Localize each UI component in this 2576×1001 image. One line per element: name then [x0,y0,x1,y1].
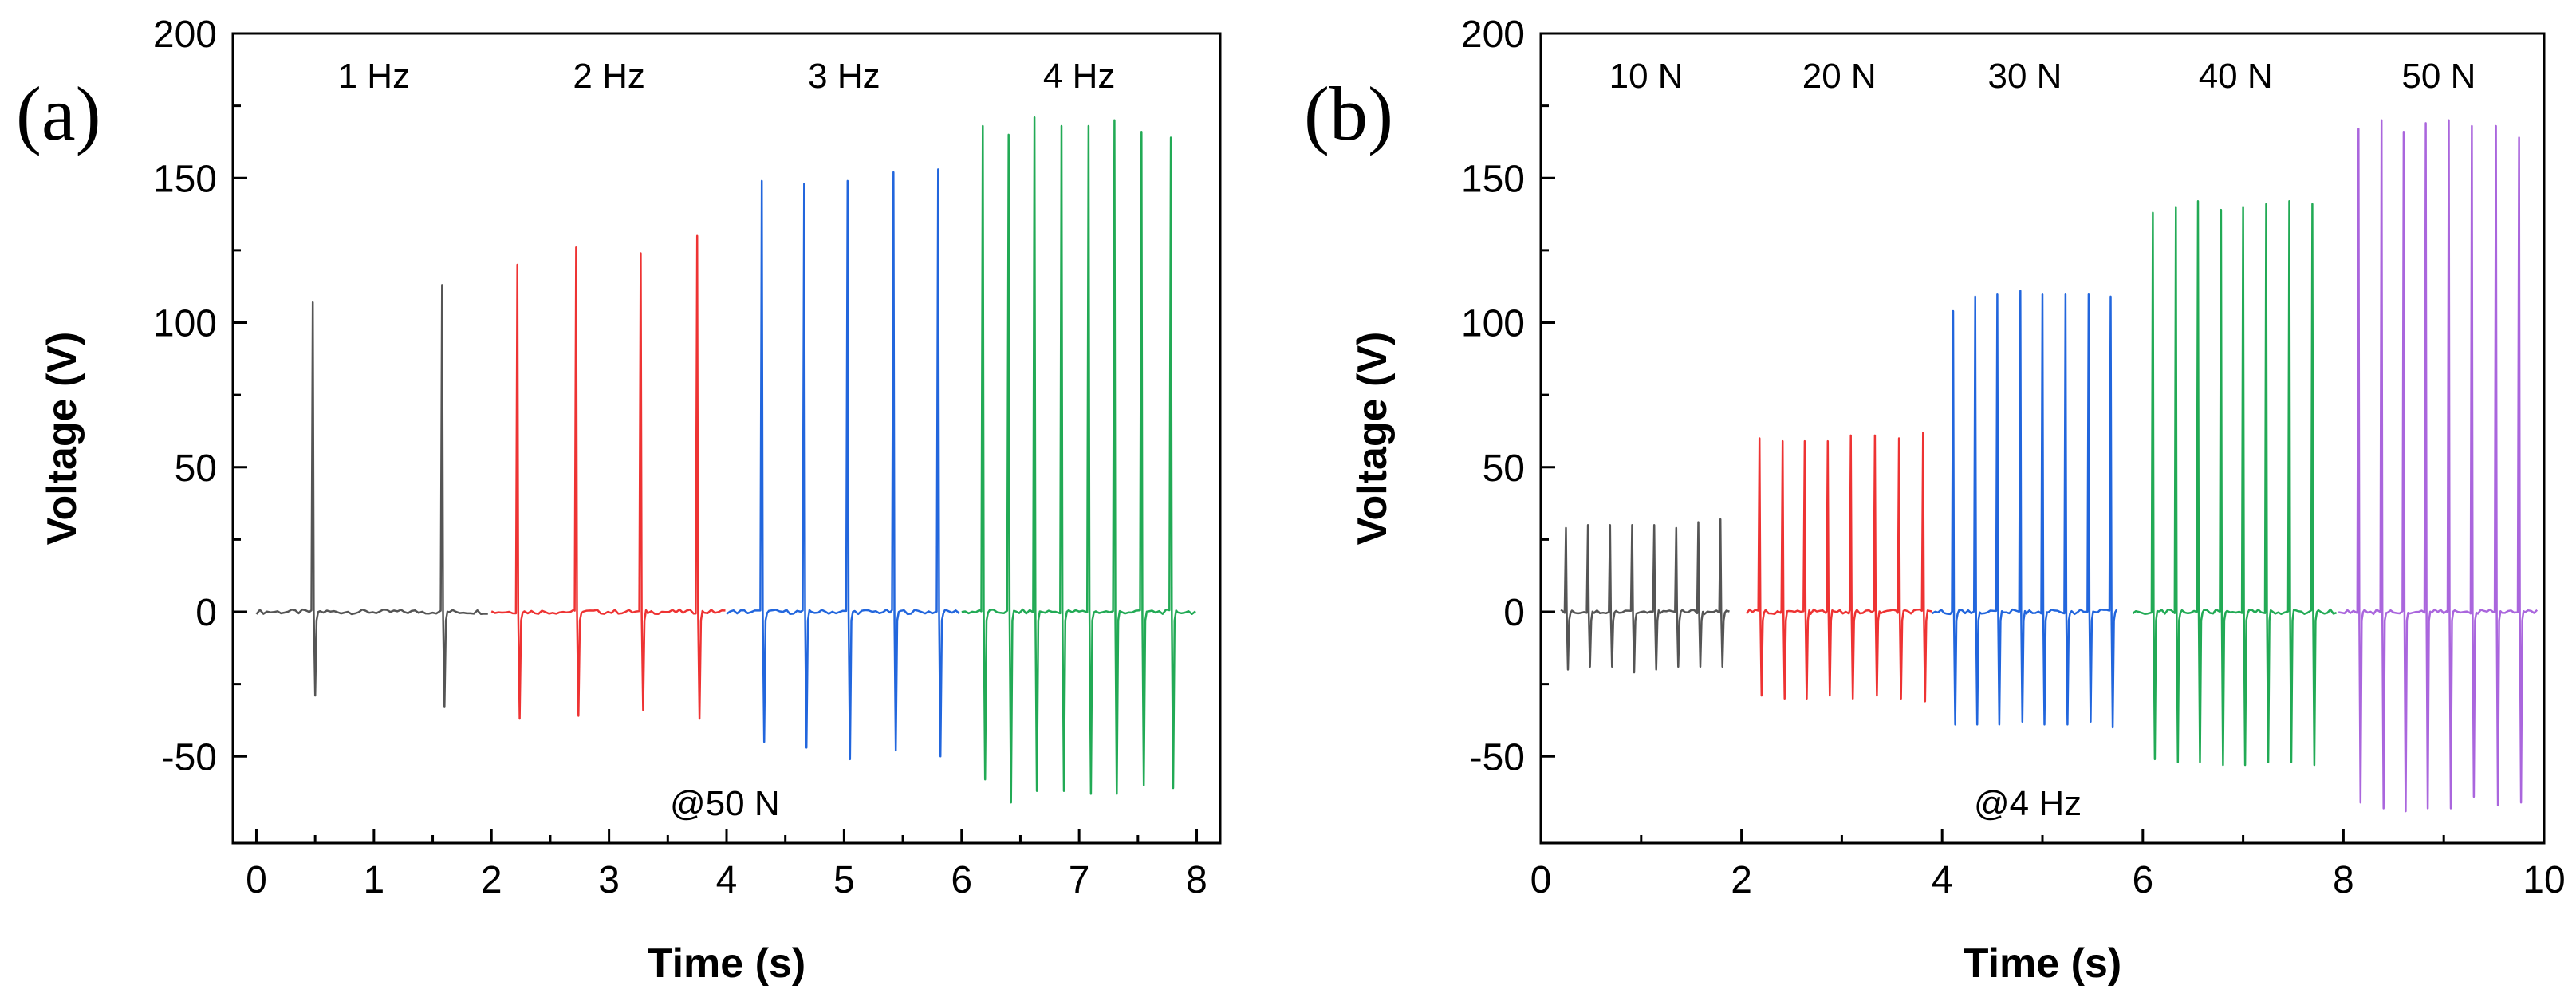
y-tick-label: 50 [175,447,217,490]
series-trace-10-n [1560,518,1730,674]
x-tick-label: 4 [716,859,738,901]
panel-label: (a) [16,71,101,156]
y-tick-label: -50 [1470,736,1525,778]
series-trace-50-n [2338,119,2539,813]
panel-label: (b) [1304,71,1393,156]
series-trace-4-hz [961,116,1196,804]
series-label-1-hz: 1 Hz [338,57,410,96]
x-axis-title: Time (s) [648,940,805,987]
x-tick-label: 7 [1069,859,1090,901]
y-tick-label: 200 [1461,14,1525,56]
series-label-4-hz: 4 Hz [1043,57,1115,96]
x-tick-label: 0 [246,859,267,901]
series-label-50-n: 50 N [2401,57,2476,96]
series-label-3-hz: 3 Hz [808,57,880,96]
x-axis-title: Time (s) [1964,940,2121,987]
y-tick-label: 0 [1503,592,1525,634]
series-label-30-n: 30 N [1988,57,2062,96]
series-trace-40-n [2132,200,2337,767]
condition-note: @4 Hz [1974,784,2082,823]
series-trace-2-hz [490,234,726,720]
data-series-group [255,116,1196,804]
x-tick-label: 4 [1932,859,1953,901]
y-axis-title: Voltage (V) [39,332,85,546]
series-label-10-n: 10 N [1609,57,1684,96]
plot-frame [231,32,1222,845]
y-tick-label: 100 [1461,303,1525,345]
x-tick-label: 8 [1186,859,1207,901]
y-tick-label: 100 [153,303,217,345]
x-tick-label: 8 [2333,859,2354,901]
condition-note: @50 N [670,784,780,823]
series-trace-1-hz [255,284,488,708]
x-tick-label: 2 [1731,859,1752,901]
y-tick-label: 150 [1461,158,1525,200]
x-tick-label: 5 [833,859,855,901]
data-series-group [1560,119,2539,813]
x-tick-label: 3 [598,859,620,901]
panel-a: (a) 1 Hz 2 Hz 3 Hz 4 Hz 0 1 2 3 4 5 6 7 8 -50 0 50 100 150… [16,14,1222,987]
series-label-2-hz: 2 Hz [573,57,644,96]
x-tick-label: 0 [1530,859,1552,901]
x-tick-label: 1 [364,859,385,901]
series-label-40-n: 40 N [2199,57,2273,96]
x-tick-label: 10 [2523,859,2565,901]
y-tick-label: 50 [1483,447,1525,490]
panel-b: (b) 10 N 20 N 30 N 40 N 50 N 0 2 4 6 8 10 -50 0 50 100 1… [1304,14,2566,987]
series-trace-3-hz [726,168,960,761]
series-trace-30-n [1931,290,2118,729]
y-tick-label: 0 [195,592,217,634]
y-axis-title: Voltage (V) [1349,332,1396,546]
x-tick-label: 6 [2132,859,2153,901]
x-tick-label: 6 [951,859,972,901]
series-label-20-n: 20 N [1802,57,1877,96]
y-tick-label: -50 [162,736,217,778]
series-trace-20-n [1745,432,1932,703]
x-tick-label: 2 [481,859,502,901]
y-tick-label: 200 [153,14,217,56]
y-tick-label: 150 [153,158,217,200]
